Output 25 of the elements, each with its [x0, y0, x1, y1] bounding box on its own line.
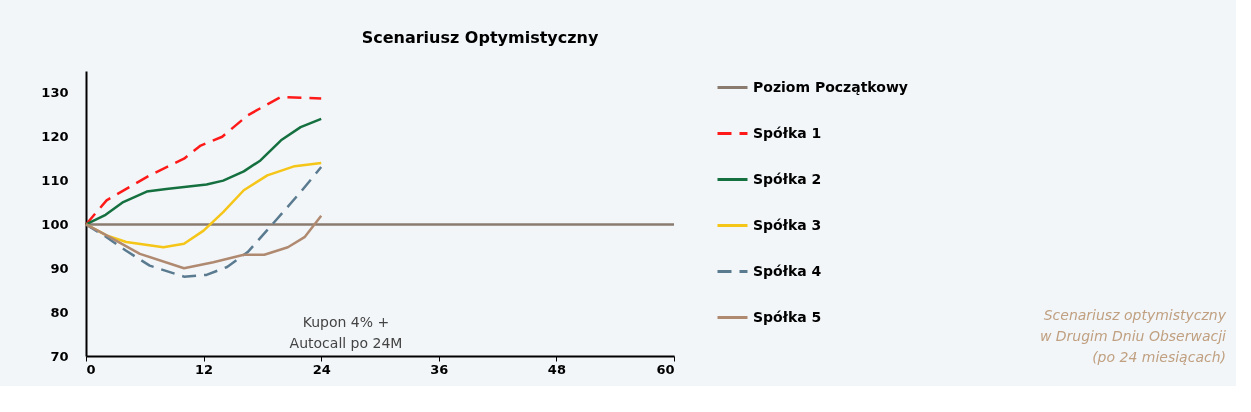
y-tick-label: 130	[41, 85, 69, 101]
x-tick-label: 12	[195, 361, 214, 377]
legend-label: Spółka 5	[753, 308, 822, 325]
x-tick-label: 0	[86, 361, 96, 377]
x-tick-label: 36	[430, 361, 449, 377]
legend-label: Spółka 1	[753, 124, 822, 141]
line-series	[84, 117, 323, 226]
y-tick-label: 110	[41, 173, 69, 189]
y-tick-label: 120	[41, 129, 69, 145]
x-tick-label: 60	[656, 361, 675, 377]
chart-title: Scenariusz Optymistyczny	[361, 28, 599, 47]
y-tick-label: 90	[50, 260, 69, 276]
x-tick-label: 24	[312, 361, 331, 377]
y-tick-label: 80	[50, 304, 69, 320]
y-tick-label: 100	[41, 216, 69, 232]
legend-label: Spółka 3	[753, 216, 822, 233]
text: Scenariusz optymistyczny w Drugim Dniu Obserwacji (po 24 miesiącach)	[1039, 307, 1227, 365]
legend-label: Poziom Początkowy	[753, 78, 908, 95]
legend-label: Spółka 4	[753, 262, 822, 279]
line-series	[84, 214, 323, 270]
y-tick-label: 70	[50, 348, 69, 364]
legend-label: Spółka 2	[753, 170, 822, 187]
line-series	[84, 95, 323, 226]
annotation: Kupon 4% + Autocall po 24M	[289, 314, 403, 351]
x-tick-label: 48	[547, 361, 566, 377]
